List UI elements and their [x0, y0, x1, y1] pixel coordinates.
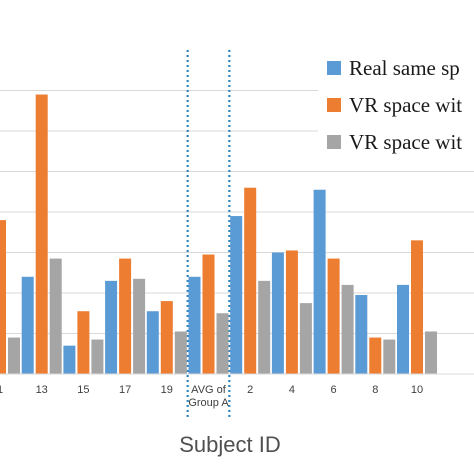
bar-series-2-19 [160, 301, 173, 374]
legend-swatch-3 [327, 135, 341, 149]
legend-label-2: VR space wit [349, 93, 462, 117]
bar-series-2-13 [35, 94, 48, 375]
bar-series-3-13 [49, 258, 62, 374]
x-tick-label: 19 [161, 384, 173, 396]
x-tick-label: 13 [36, 384, 48, 396]
bar-series-1-6 [313, 189, 326, 374]
x-tick-label: 2 [247, 384, 253, 396]
x-tick-label: 15 [77, 384, 89, 396]
bar-series-1-13 [21, 276, 34, 374]
bar-series-1-avg-of-group-a [188, 276, 201, 374]
legend-swatch-2 [327, 98, 341, 112]
bar-series-3-1 [8, 337, 20, 374]
bar-series-2-avg-of-group-a [202, 254, 215, 374]
bar-series-2-1 [0, 220, 6, 374]
legend-label-3: VR space wit [349, 130, 462, 154]
bar-series-2-15 [77, 311, 90, 374]
x-tick-label: 10 [411, 384, 423, 396]
legend-label-1: Real same sp [349, 56, 460, 80]
group-separators [186, 50, 231, 420]
x-tick-label: 6 [331, 384, 337, 396]
legend-background [318, 50, 474, 158]
bars [0, 94, 437, 375]
bar-series-1-8 [355, 295, 368, 374]
bar-series-3-17 [133, 278, 146, 374]
bar-series-3-4 [299, 303, 312, 374]
bar-series-1-15 [63, 345, 76, 374]
bar-series-3-10 [425, 331, 437, 374]
bar-series-2-6 [327, 258, 340, 374]
x-tick-label: 4 [289, 384, 295, 396]
bar-series-3-avg-of-group-a [216, 313, 229, 374]
x-tick-label: 8 [372, 384, 378, 396]
bar-series-3-2 [258, 280, 271, 374]
bar-series-3-6 [341, 284, 354, 374]
bar-series-3-15 [91, 339, 104, 374]
bar-series-2-4 [285, 250, 298, 374]
bar-series-2-2 [244, 187, 257, 374]
bar-series-3-8 [383, 339, 396, 374]
x-tick-label: AVG of Group A [188, 384, 229, 409]
x-axis-label: Subject ID [179, 432, 281, 457]
x-tick-label: 17 [119, 384, 131, 396]
bar-series-1-17 [105, 280, 118, 374]
bar-series-2-10 [411, 240, 423, 374]
legend-swatch-1 [327, 61, 341, 75]
bar-series-1-4 [271, 252, 284, 374]
bar-series-1-19 [146, 311, 159, 374]
bar-series-1-10 [397, 284, 409, 374]
x-tick-label: 1 [0, 384, 3, 396]
bar-series-2-17 [119, 258, 132, 374]
bar-series-2-8 [369, 337, 382, 374]
bar-series-3-19 [174, 331, 187, 374]
bar-series-1-2 [230, 216, 243, 374]
legend: Real same sp VR space wit VR space wit [327, 56, 462, 154]
